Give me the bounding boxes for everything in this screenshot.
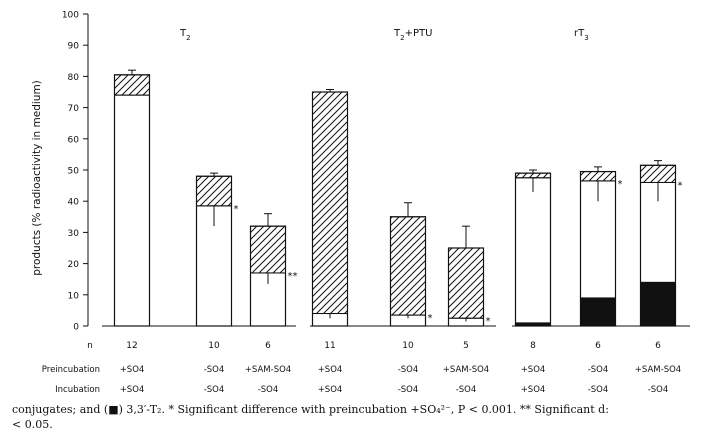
n-label: 6 [595, 341, 601, 351]
significance-marker: * [678, 180, 683, 191]
caption-line-1: conjugates; and (■) 3,3′-T₂. * Significa… [12, 403, 609, 416]
significance-marker: * [428, 313, 433, 324]
preincubation-label: -SO4 [398, 365, 419, 375]
incubation-label: -SO4 [258, 385, 279, 395]
bar-group: * [447, 225, 491, 327]
n-label: 10 [208, 341, 220, 351]
n-label: 6 [655, 341, 661, 351]
row-label-n: n [87, 341, 93, 351]
bar-segment-hatched [312, 91, 348, 315]
row-label-incubation: Incubation [55, 385, 100, 395]
preincubation-label: -SO4 [204, 365, 225, 375]
bar-segment-hatched [515, 172, 551, 179]
bar-segment-hatched [196, 175, 232, 207]
bar-group: * [639, 160, 683, 327]
y-tick-label: 50 [68, 167, 80, 177]
bar-segment-hatched [250, 225, 286, 274]
n-label: 10 [402, 341, 414, 351]
y-tick-label: 20 [68, 260, 80, 270]
n-label: 11 [324, 341, 335, 351]
bar-group [514, 169, 552, 327]
bar-segment-white [515, 177, 551, 324]
significance-marker: ** [288, 271, 298, 282]
y-tick-label: 40 [68, 198, 80, 208]
y-axis-label: products (% radioactivity in medium) [31, 80, 43, 276]
incubation-label: -SO4 [648, 385, 669, 395]
category-labels: T2 12 +SO4 +SO4 10 -SO4 -SO4 6 +SAM-SO4 -SO4 T2+PT… [42, 28, 681, 395]
n-label: 8 [530, 341, 536, 351]
y-tick-label: 30 [68, 229, 80, 239]
significance-marker: * [486, 316, 491, 327]
bar-segment-hatched [640, 164, 676, 183]
incubation-label: +SO4 [318, 385, 343, 395]
bar-group: ** [249, 213, 298, 327]
figure-caption: conjugates; and (■) 3,3′-T₂. * Significa… [12, 402, 706, 432]
panel-title: T2+PTU [393, 28, 432, 42]
preincubation-label: +SAM-SO4 [245, 365, 291, 375]
n-label: 5 [463, 341, 469, 351]
incubation-label: -SO4 [588, 385, 609, 395]
y-tick-label: 90 [68, 42, 80, 52]
y-tick-label: 0 [73, 323, 79, 333]
bar-segment-black [640, 281, 676, 327]
preincubation-label: +SAM-SO4 [443, 365, 489, 375]
bar-group: * [195, 172, 239, 327]
y-tick-label: 60 [68, 135, 80, 145]
significance-marker: * [234, 204, 239, 215]
panel-title: rT3 [574, 28, 589, 42]
preincubation-label: -SO4 [588, 365, 609, 375]
bar-group: * [579, 166, 623, 327]
incubation-label: +SO4 [120, 385, 145, 395]
n-label: 12 [126, 341, 137, 351]
preincubation-label: +SAM-SO4 [635, 365, 681, 375]
incubation-label: +SO4 [521, 385, 546, 395]
bar-group: * [389, 202, 433, 327]
bar-group [311, 89, 349, 327]
significance-marker: * [618, 179, 623, 190]
preincubation-label: +SO4 [120, 365, 145, 375]
bar-segment-black [580, 297, 616, 327]
bar-segment-hatched [390, 216, 426, 316]
bar-segment-hatched [114, 74, 150, 96]
row-label-preincubation: Preincubation [42, 365, 100, 375]
preincubation-label: +SO4 [521, 365, 546, 375]
y-tick-label: 10 [68, 291, 80, 301]
bar-group [113, 69, 151, 327]
bar-segment-hatched [448, 247, 484, 319]
n-label: 6 [265, 341, 271, 351]
y-tick-label: 70 [68, 104, 80, 114]
bars: **** ** * [113, 69, 683, 327]
y-tick-label: 100 [62, 11, 79, 21]
panel-title: T2 [179, 28, 191, 42]
bar-segment-hatched [580, 171, 616, 182]
y-tick-label: 80 [68, 73, 80, 83]
preincubation-label: +SO4 [318, 365, 343, 375]
incubation-label: -SO4 [456, 385, 477, 395]
incubation-label: -SO4 [204, 385, 225, 395]
incubation-label: -SO4 [398, 385, 419, 395]
caption-line-2: < 0.05. [12, 418, 53, 431]
bar-segment-white [114, 94, 150, 327]
